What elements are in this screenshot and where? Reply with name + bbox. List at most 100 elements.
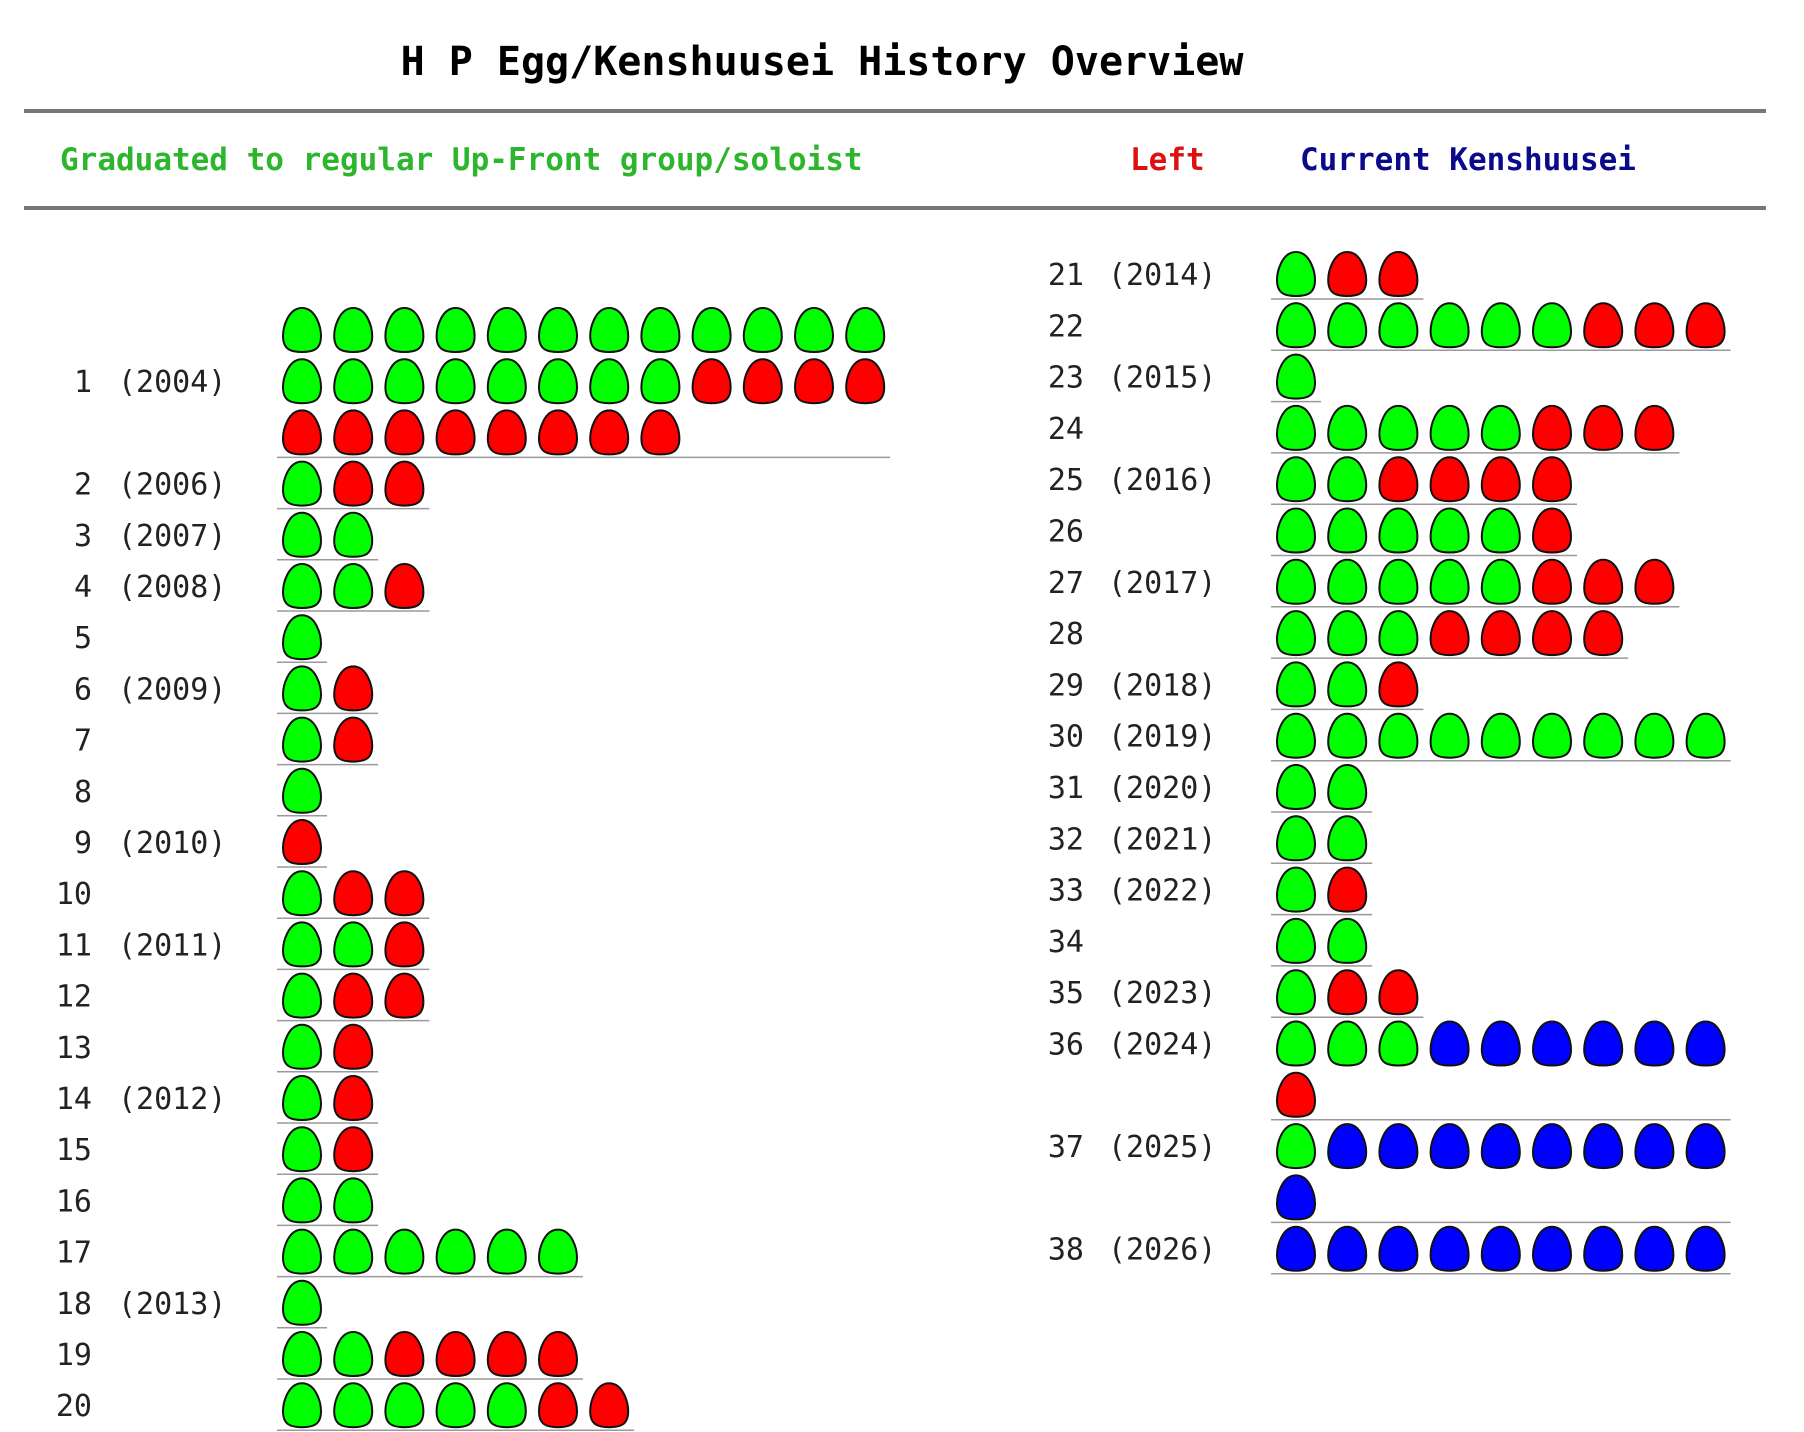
current-egg [1531,1123,1573,1170]
left-egg [333,1126,374,1173]
graduated-egg [1480,558,1521,605]
generation-year: (2004) [118,365,226,400]
generation-row: 36 (2024) [1048,1020,1731,1121]
generation-number: 9 [74,826,92,861]
generation-row: 7 [74,716,379,766]
graduated-egg [1275,250,1317,298]
generation-row: 17 [56,1228,583,1278]
graduated-egg [1480,507,1521,554]
generation-row: 25 (2016) [1048,456,1577,505]
graduated-egg [1327,815,1368,862]
current-egg [1327,1123,1368,1170]
left-egg [281,818,323,866]
generation-number: 5 [74,621,92,656]
current-egg [1327,1225,1368,1272]
graduated-egg [281,1177,323,1224]
generation-year: (2011) [118,928,226,963]
generation-number: 10 [56,877,92,912]
graduated-egg [1327,661,1368,708]
generation-row: 16 [56,1177,379,1227]
graduated-egg [1275,302,1317,349]
graduated-egg [1275,1020,1317,1067]
generation-row: 13 [56,1023,379,1073]
generation-year: (2013) [118,1287,226,1322]
generation-year: (2021) [1108,822,1216,857]
graduated-egg [1634,712,1675,759]
generation-number: 18 [56,1287,92,1322]
left-egg [589,409,630,456]
current-egg [1429,1020,1470,1067]
left-egg [1327,250,1368,298]
left-egg [384,1330,425,1378]
generation-row: 14 (2012) [56,1074,379,1124]
graduated-egg [281,306,323,354]
graduated-egg [1429,302,1470,349]
left-egg [333,1023,374,1070]
graduated-egg [435,1228,476,1275]
graduated-egg [281,511,323,558]
left-egg [1583,610,1624,657]
legend-left: Left [1130,142,1205,178]
generation-number: 21 [1048,258,1084,293]
graduated-egg [1275,507,1317,554]
generation-number: 7 [74,724,92,759]
graduated-egg [281,716,323,763]
graduated-egg [1480,404,1521,451]
generation-number: 8 [74,775,92,810]
generation-row: 32 (2021) [1048,815,1373,865]
graduated-egg [333,1228,374,1275]
generation-row: 21 (2014) [1048,250,1424,300]
generation-number: 16 [56,1184,92,1219]
graduated-egg [1429,404,1470,451]
generation-number: 28 [1048,617,1084,652]
generation-row: 4 (2008) [74,562,430,612]
current-egg [1429,1225,1470,1272]
generation-number: 37 [1048,1130,1084,1165]
left-egg [537,409,579,456]
generation-year: (2006) [118,468,226,503]
left-egg [486,1330,527,1378]
generation-number: 6 [74,672,92,707]
current-egg [1275,1174,1317,1221]
graduated-egg [742,306,783,354]
graduated-egg [1327,558,1368,605]
graduated-egg [281,1074,323,1122]
graduated-egg [1327,1020,1368,1067]
graduated-egg [486,306,527,354]
current-egg [1583,1123,1624,1170]
generation-number: 29 [1048,668,1084,703]
graduated-egg [1378,610,1419,657]
graduated-egg [435,306,476,354]
left-egg [1634,404,1675,451]
generation-row: 8 [74,767,327,817]
graduated-egg [1275,353,1317,400]
graduated-egg [281,1330,323,1378]
left-egg [537,1330,579,1378]
graduated-egg [281,972,323,1019]
generation-year: (2008) [118,570,226,605]
left-egg [1429,456,1470,503]
generation-row: 5 [74,614,327,663]
generation-row: 12 [56,972,430,1022]
left-egg [1531,404,1573,451]
graduated-egg [435,1382,476,1429]
graduated-egg [1378,507,1419,554]
generation-row: 38 (2026) [1048,1225,1731,1275]
generation-year: (2010) [118,826,226,861]
generation-year: (2015) [1108,361,1216,396]
left-egg [1480,456,1521,503]
current-egg [1634,1020,1675,1067]
graduated-egg [1378,558,1419,605]
generation-year: (2017) [1108,566,1216,601]
generation-year: (2018) [1108,668,1216,703]
generation-row: 15 [56,1126,379,1175]
left-egg [1531,558,1573,605]
generation-number: 3 [74,519,92,554]
generation-rows: 1 (2004) 2 (2006) 3 (2007) 4 (2008) 5 6 (2009) 7 8 9 (… [56,250,1731,1431]
graduated-egg [1480,712,1521,759]
left-egg [333,665,374,712]
generation-row: 33 (2022) [1048,866,1373,916]
legend-current: Current Kenshuusei [1300,142,1636,178]
left-egg [845,358,886,405]
graduated-egg [1378,1020,1419,1067]
